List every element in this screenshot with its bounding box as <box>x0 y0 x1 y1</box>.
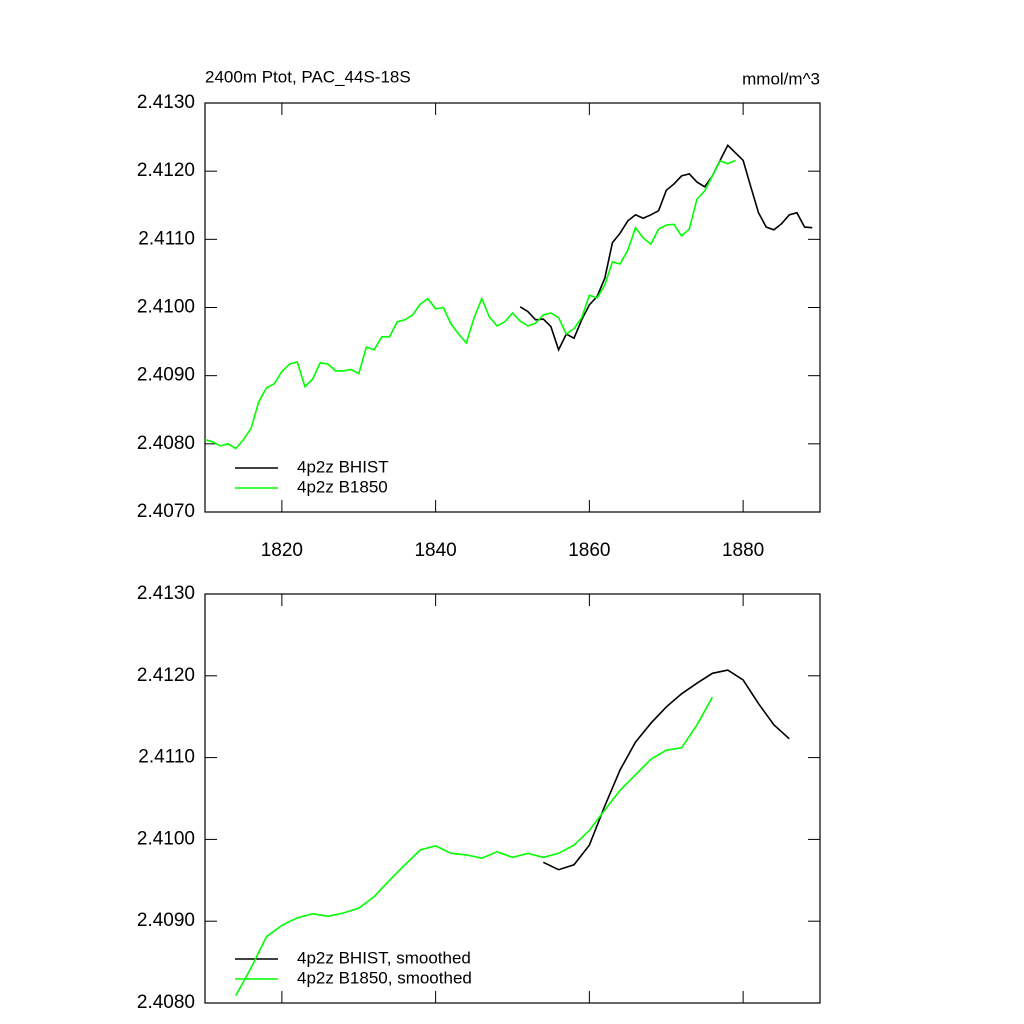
y-tick-label: 2.4130 <box>137 92 195 113</box>
y-tick-label: 2.4130 <box>137 583 195 604</box>
data-line <box>519 143 813 352</box>
legend-label: 4p2z BHIST, smoothed <box>297 948 471 967</box>
legend-label: 4p2z BHIST <box>297 457 389 476</box>
legend-label: 4p2z B1850, smoothed <box>297 968 472 987</box>
y-tick-label: 2.4070 <box>137 501 195 522</box>
x-tick-label: 1820 <box>261 540 303 561</box>
y-tick-label: 2.4100 <box>137 297 195 318</box>
x-tick-label: 1880 <box>722 540 764 561</box>
y-tick-label: 2.4080 <box>137 433 195 454</box>
x-tick-label: 1840 <box>414 540 456 561</box>
data-line <box>235 696 714 996</box>
y-tick-label: 2.4080 <box>137 992 195 1013</box>
data-line <box>204 159 736 450</box>
x-tick-label: 1860 <box>568 540 610 561</box>
y-tick-label: 2.4090 <box>137 910 195 931</box>
y-tick-label: 2.4110 <box>138 228 195 249</box>
y-tick-label: 2.4090 <box>137 365 195 386</box>
y-tick-label: 2.4100 <box>137 828 195 849</box>
y-tick-label: 2.4110 <box>138 747 195 768</box>
plot-frame <box>204 593 821 1004</box>
data-line <box>542 669 790 871</box>
legend-label: 4p2z B1850 <box>297 477 388 496</box>
units-label: mmol/m^3 <box>742 69 820 88</box>
chart-title: 2400m Ptot, PAC_44S-18S <box>205 67 411 86</box>
y-tick-label: 2.4120 <box>137 665 195 686</box>
y-tick-label: 2.4120 <box>137 160 195 181</box>
